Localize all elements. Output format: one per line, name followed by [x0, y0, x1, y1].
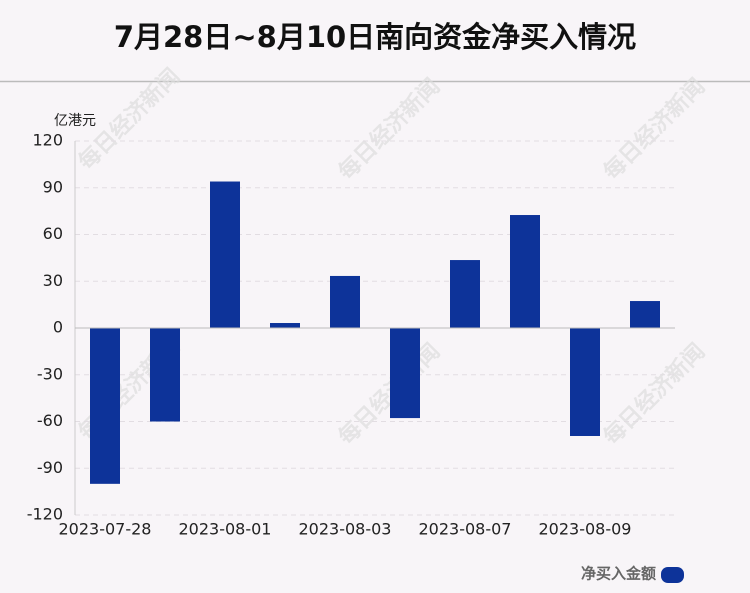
watermark: 每日经济新闻 [333, 73, 445, 185]
y-tick-label: 90 [43, 177, 63, 196]
watermark: 每日经济新闻 [598, 73, 710, 185]
watermark: 每日经济新闻 [333, 338, 445, 450]
bar [570, 328, 600, 436]
y-tick-label: 30 [43, 271, 63, 290]
legend-swatch [661, 567, 684, 583]
bar [450, 260, 480, 328]
bar [630, 301, 660, 328]
x-tick-label: 2023-08-07 [419, 520, 512, 539]
bar [390, 328, 420, 419]
x-tick-label: 2023-08-09 [539, 520, 632, 539]
bar [210, 181, 240, 328]
x-tick-label: 2023-08-01 [179, 520, 272, 539]
watermark: 每日经济新闻 [598, 338, 710, 450]
x-tick-label: 2023-07-28 [59, 520, 152, 539]
y-tick-label: -90 [37, 458, 63, 477]
y-tick-label: 120 [32, 131, 63, 150]
bar [270, 323, 300, 328]
chart-title: 7月28日~8月10日南向资金净买入情况 [114, 20, 636, 54]
y-tick-label: 60 [43, 224, 63, 243]
bar [330, 275, 360, 328]
bar [510, 215, 540, 328]
y-tick-label: 0 [53, 318, 63, 337]
y-tick-label: -60 [37, 411, 63, 430]
y-tick-label: -120 [27, 505, 63, 524]
legend-label: 净买入金额 [581, 565, 656, 583]
y-tick-label: -30 [37, 364, 63, 383]
bar [150, 328, 180, 422]
y-axis-label: 亿港元 [54, 113, 96, 129]
bar [90, 328, 120, 484]
x-tick-label: 2023-08-03 [299, 520, 392, 539]
